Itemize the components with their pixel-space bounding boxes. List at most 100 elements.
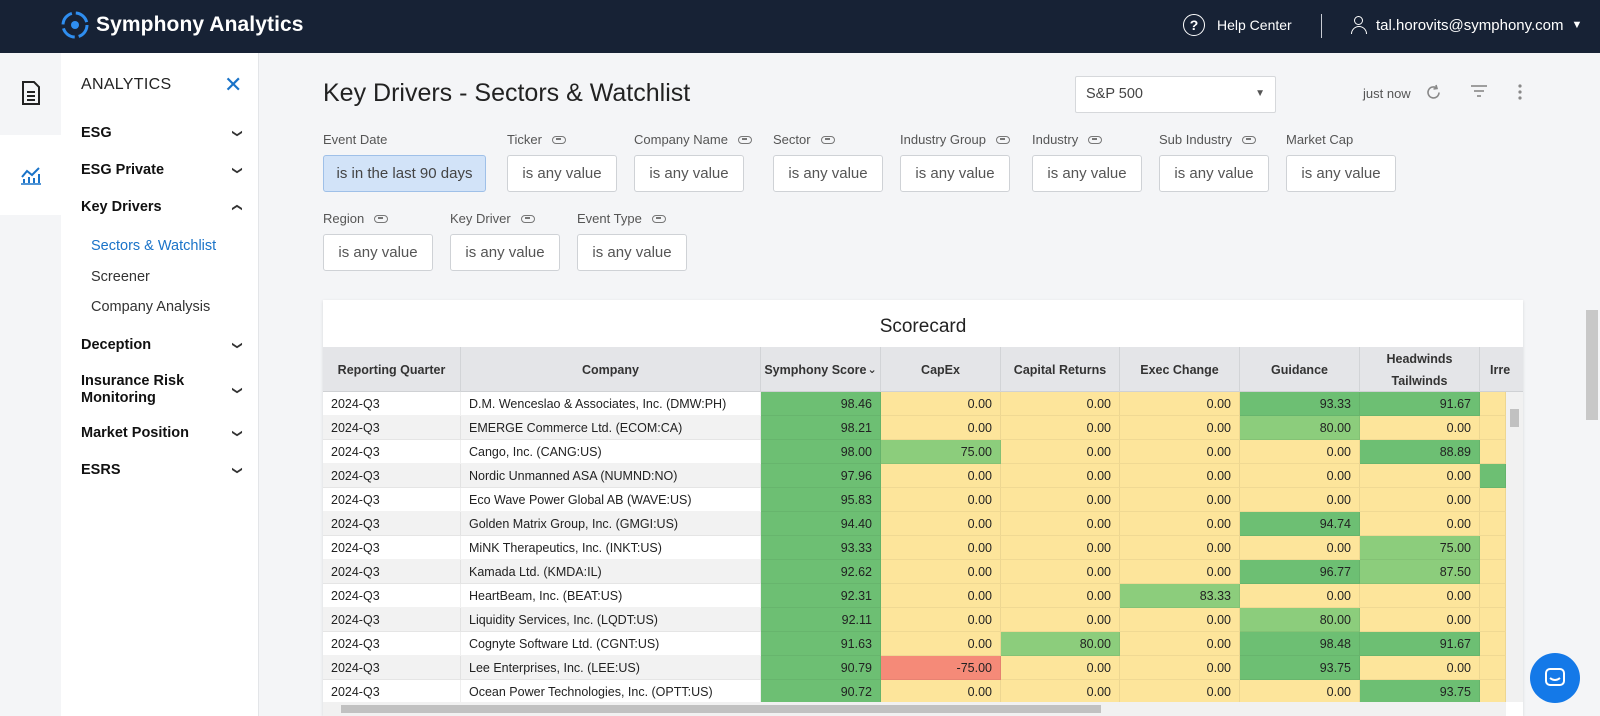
nav-item-screener[interactable]: Screener <box>91 269 150 285</box>
cell-irre <box>1480 656 1506 680</box>
user-menu[interactable]: tal.horovits@symphony.com ▼ <box>1350 15 1582 35</box>
nav-section-label: ESRS <box>81 462 121 478</box>
col-capital-returns[interactable]: Capital Returns <box>1001 347 1120 392</box>
help-center-link[interactable]: ? Help Center <box>1183 14 1292 36</box>
user-email: tal.horovits@symphony.com <box>1376 16 1564 34</box>
filter-label-sub-industry: Sub Industry <box>1159 132 1256 147</box>
cell-headwinds-tailwinds: 91.67 <box>1360 392 1480 416</box>
nav-section-esrs[interactable]: ESRS ❯ <box>81 462 242 478</box>
rail-analytics[interactable] <box>0 135 61 215</box>
nav-section-market-position[interactable]: Market Position ❯ <box>81 425 242 441</box>
col-exec-change[interactable]: Exec Change <box>1120 347 1240 392</box>
link-icon[interactable] <box>520 214 535 223</box>
chat-icon <box>1545 668 1565 686</box>
close-icon[interactable]: ✕ <box>224 72 243 97</box>
col-reporting-quarter[interactable]: Reporting Quarter <box>323 347 461 392</box>
rail-documents[interactable] <box>0 53 61 133</box>
nav-section-esg[interactable]: ESG ❯ <box>81 125 242 141</box>
filter-sector[interactable]: is any value <box>773 155 883 192</box>
filter-company-name[interactable]: is any value <box>634 155 744 192</box>
cell-symphony-score: 90.79 <box>761 656 881 680</box>
cell-quarter: 2024-Q3 <box>323 416 461 440</box>
cell-capital-returns: 0.00 <box>1001 536 1120 560</box>
cell-quarter: 2024-Q3 <box>323 584 461 608</box>
filter-ticker[interactable]: is any value <box>507 155 617 192</box>
cell-exec-change: 0.00 <box>1120 464 1240 488</box>
nav-section-insurance-risk[interactable]: Insurance Risk Monitoring ❯ <box>81 373 242 407</box>
cell-irre <box>1480 584 1506 608</box>
cell-capex: 0.00 <box>881 632 1001 656</box>
cell-symphony-score: 93.33 <box>761 536 881 560</box>
link-icon[interactable] <box>374 214 389 223</box>
table-row[interactable]: 2024-Q3 Cango, Inc. (CANG:US) 98.00 75.00 0.… <box>323 440 1523 464</box>
filter-industry[interactable]: is any value <box>1032 155 1142 192</box>
filter-sub-industry[interactable]: is any value <box>1159 155 1269 192</box>
table-row[interactable]: 2024-Q3 Liquidity Services, Inc. (LQDT:US… <box>323 608 1523 632</box>
col-guidance[interactable]: Guidance <box>1240 347 1360 392</box>
filter-region[interactable]: is any value <box>323 234 433 271</box>
table-row[interactable]: 2024-Q3 Eco Wave Power Global AB (WAVE:US… <box>323 488 1523 512</box>
link-icon[interactable] <box>737 135 752 144</box>
link-icon[interactable] <box>551 135 566 144</box>
col-symphony-score[interactable]: Symphony Score ⌄ <box>761 347 881 392</box>
cell-company: Cognyte Software Ltd. (CGNT:US) <box>461 632 761 656</box>
table-row[interactable]: 2024-Q3 Kamada Ltd. (KMDA:IL) 92.62 0.00 0.0… <box>323 560 1523 584</box>
table-row[interactable]: 2024-Q3 HeartBeam, Inc. (BEAT:US) 92.31 0.0… <box>323 584 1523 608</box>
table-row[interactable]: 2024-Q3 D.M. Wenceslao & Associates, Inc.… <box>323 392 1523 416</box>
link-icon[interactable] <box>1088 135 1103 144</box>
cell-quarter: 2024-Q3 <box>323 536 461 560</box>
table-row[interactable]: 2024-Q3 Lee Enterprises, Inc. (LEE:US) 90.… <box>323 656 1523 680</box>
brand[interactable]: Symphony Analytics <box>60 10 304 40</box>
link-icon[interactable] <box>996 135 1010 144</box>
nav-item-sectors-watchlist[interactable]: Sectors & Watchlist <box>91 238 217 254</box>
col-company[interactable]: Company <box>461 347 761 392</box>
filter-label-sector: Sector <box>773 132 835 147</box>
nav-item-company-analysis[interactable]: Company Analysis <box>91 299 211 315</box>
scrollbar-thumb[interactable] <box>1510 409 1519 427</box>
table-row[interactable]: 2024-Q3 Nordic Unmanned ASA (NUMND:NO) 97.… <box>323 464 1523 488</box>
nav-section-label: Key Drivers <box>81 199 162 215</box>
cell-quarter: 2024-Q3 <box>323 392 461 416</box>
scrollbar-thumb[interactable] <box>341 705 1101 713</box>
col-irre[interactable]: Irre <box>1490 362 1511 377</box>
filter-icon[interactable] <box>1470 84 1488 103</box>
filter-market-cap[interactable]: is any value <box>1286 155 1396 192</box>
filter-key-driver[interactable]: is any value <box>450 234 560 271</box>
cell-quarter: 2024-Q3 <box>323 680 461 704</box>
nav-section-esg-private[interactable]: ESG Private ❯ <box>81 162 242 178</box>
filter-industry-group[interactable]: is any value <box>900 155 1010 192</box>
table-row[interactable]: 2024-Q3 Golden Matrix Group, Inc. (GMGI:U… <box>323 512 1523 536</box>
col-capex[interactable]: CapEx <box>881 347 1001 392</box>
link-icon[interactable] <box>651 214 666 223</box>
table-row[interactable]: 2024-Q3 Cognyte Software Ltd. (CGNT:US) 91… <box>323 632 1523 656</box>
cell-headwinds-tailwinds: 0.00 <box>1360 512 1480 536</box>
scorecard-title: Scorecard <box>879 316 967 337</box>
cell-capital-returns: 0.00 <box>1001 560 1120 584</box>
table-vertical-scrollbar[interactable] <box>1506 392 1523 702</box>
cell-irre <box>1480 392 1506 416</box>
cell-capital-returns: 0.00 <box>1001 416 1120 440</box>
page-scrollbar[interactable] <box>1584 295 1600 716</box>
link-icon[interactable] <box>820 135 835 144</box>
refresh-icon[interactable] <box>1425 84 1442 106</box>
cell-guidance: 0.00 <box>1240 536 1360 560</box>
cell-exec-change: 0.00 <box>1120 656 1240 680</box>
table-row[interactable]: 2024-Q3 MiNK Therapeutics, Inc. (INKT:US)… <box>323 536 1523 560</box>
scrollbar-thumb[interactable] <box>1586 310 1598 420</box>
index-select[interactable]: S&P 500 ▼ <box>1075 76 1276 113</box>
cell-capital-returns: 0.00 <box>1001 392 1120 416</box>
table-row[interactable]: 2024-Q3 Ocean Power Technologies, Inc. (O… <box>323 680 1523 704</box>
col-headwinds-tailwinds[interactable]: Headwinds Tailwinds <box>1360 347 1480 392</box>
link-icon[interactable] <box>1242 135 1256 144</box>
chevron-down-icon: ❯ <box>231 385 243 395</box>
filter-event-type[interactable]: is any value <box>577 234 687 271</box>
table-horizontal-scrollbar[interactable] <box>323 702 1506 716</box>
filter-event-date[interactable]: is in the last 90 days <box>323 155 486 192</box>
chat-launcher-button[interactable] <box>1530 653 1580 703</box>
more-vert-icon[interactable] <box>1517 84 1523 105</box>
nav-section-deception[interactable]: Deception ❯ <box>81 337 242 353</box>
filter-label-event-date: Event Date <box>323 132 387 147</box>
nav-section-label: Market Position <box>81 425 189 441</box>
nav-section-key-drivers[interactable]: Key Drivers ❯ <box>81 199 242 215</box>
table-row[interactable]: 2024-Q3 EMERGE Commerce Ltd. (ECOM:CA) 98.… <box>323 416 1523 440</box>
